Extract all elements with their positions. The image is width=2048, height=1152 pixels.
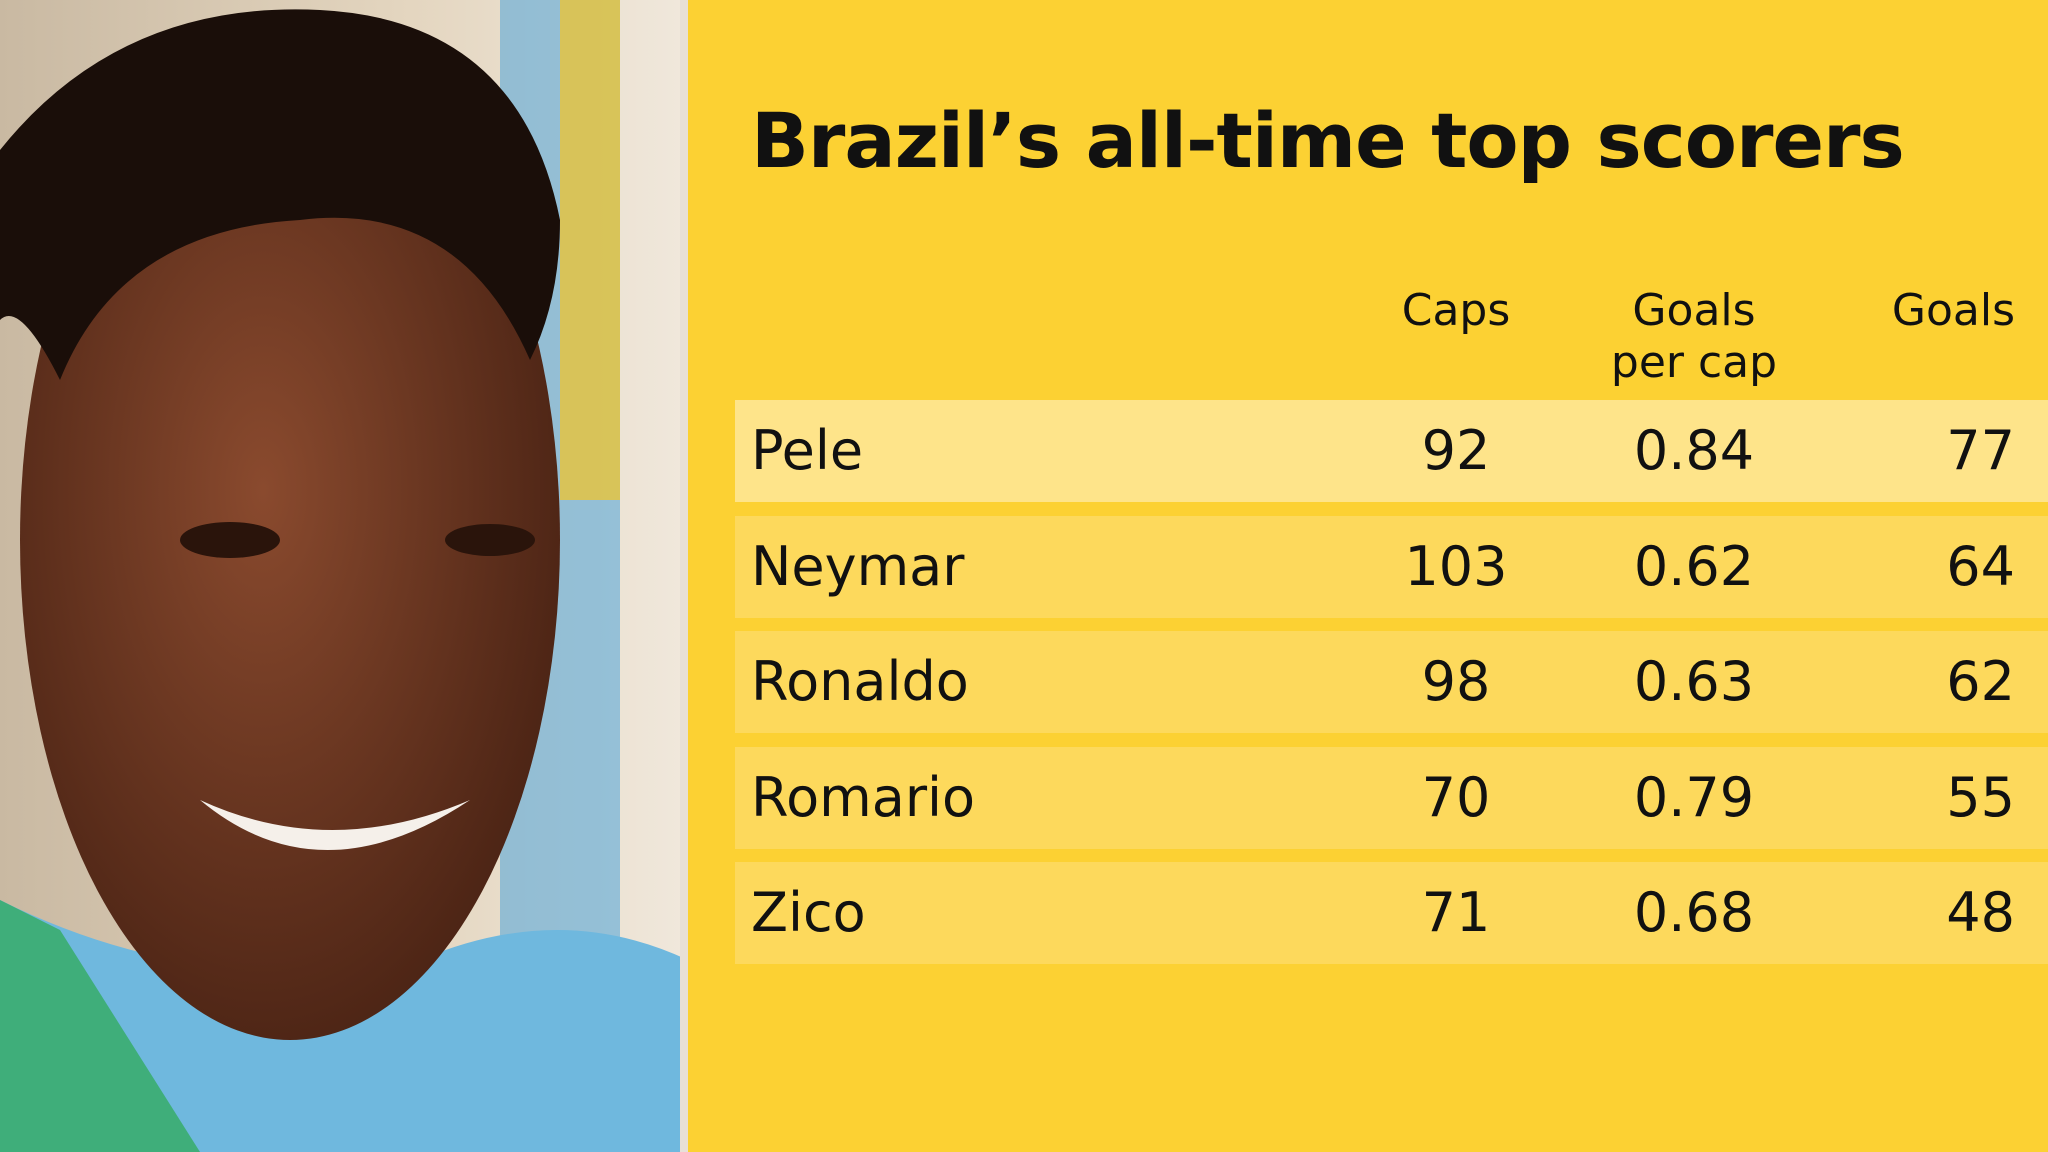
goals: 77 <box>1946 419 2015 482</box>
caps: 98 <box>1421 650 1491 714</box>
player-name: Zico <box>751 881 866 945</box>
goals: 55 <box>1946 765 2015 829</box>
table-row: Pele 92 0.84 77 <box>735 400 2048 502</box>
table-row: Ronaldo 98 0.63 62 <box>735 631 2048 734</box>
caps: 92 <box>1421 419 1491 482</box>
goals: 48 <box>1946 881 2015 945</box>
table-row: Zico 71 0.68 48 <box>735 862 2048 965</box>
goals: 64 <box>1946 534 2015 598</box>
caps: 70 <box>1421 765 1491 829</box>
column-header: Goals <box>1891 285 2015 336</box>
caps: 103 <box>1404 534 1508 598</box>
column-header: Goals per cap <box>1610 285 1778 388</box>
goals-per-cap: 0.62 <box>1633 534 1755 598</box>
column-header: Caps <box>1401 285 1511 336</box>
player-name: Romario <box>751 765 976 829</box>
title: Brazil’s all-time top scorers <box>751 96 1905 185</box>
table-row: Romario 70 0.79 55 <box>735 746 2048 849</box>
goals-per-cap: 0.79 <box>1633 765 1755 829</box>
goals-per-cap: 0.63 <box>1633 650 1755 714</box>
player-name: Pele <box>751 419 864 482</box>
goals-per-cap: 0.84 <box>1633 419 1755 482</box>
goals-per-cap: 0.68 <box>1633 881 1755 945</box>
player-name: Neymar <box>751 534 965 598</box>
table-row: Neymar 103 0.62 64 <box>735 515 2048 618</box>
player-name: Ronaldo <box>751 650 969 714</box>
goals: 62 <box>1946 650 2015 714</box>
caps: 71 <box>1421 881 1491 945</box>
player-photo <box>0 0 688 1152</box>
